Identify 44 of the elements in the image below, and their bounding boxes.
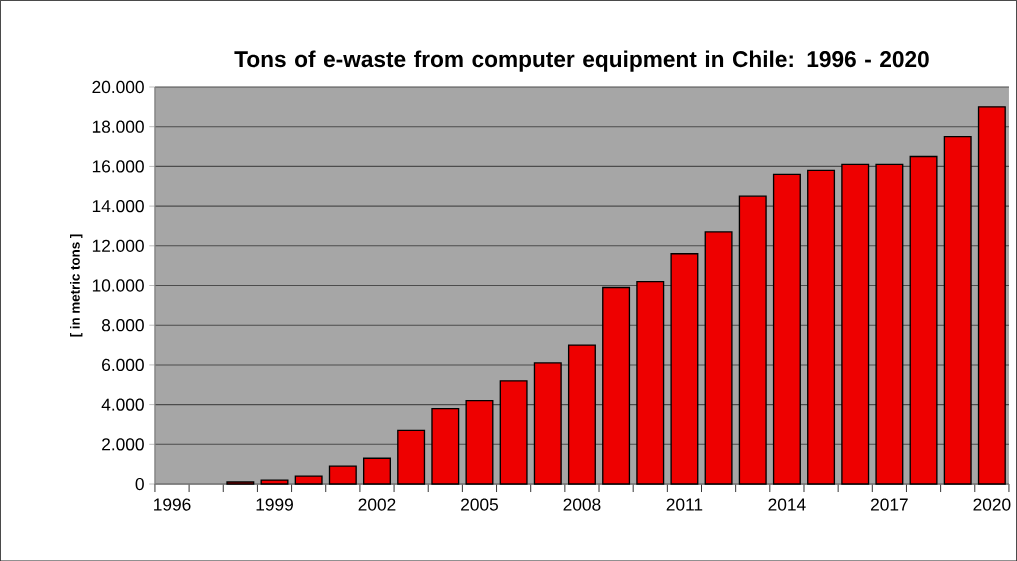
bar [670, 252, 699, 485]
y-tick-label: 0 [135, 477, 144, 490]
bar [772, 173, 801, 485]
y-tick-label: 16.000 [92, 160, 144, 173]
y-tick-label: 8.000 [101, 318, 144, 332]
x-tick-label: 2017 [871, 498, 908, 511]
bar [499, 379, 528, 485]
x-tick-label: 2011 [666, 498, 703, 511]
bar [397, 429, 426, 485]
bar [704, 231, 733, 485]
y-tick-label: 4.000 [101, 398, 144, 411]
y-tick-label: 2.000 [102, 438, 144, 451]
bar [602, 286, 631, 485]
bar [465, 399, 494, 485]
x-tick-label: 2014 [768, 498, 806, 511]
bar [294, 475, 323, 485]
bar [431, 407, 460, 485]
bar [636, 280, 665, 485]
x-tick-label: 2005 [461, 498, 498, 511]
y-tick-label: 20.000 [92, 80, 144, 93]
chart-title: Tons of e-waste from computer equipment in Chile: 1996 - 2020 [234, 50, 929, 72]
bar [943, 135, 972, 485]
bar [533, 362, 562, 485]
y-tick-label: 12.000 [92, 239, 144, 252]
bar [260, 479, 289, 485]
bar [567, 344, 596, 485]
bar [807, 169, 836, 485]
bar [328, 465, 357, 485]
y-axis-title: [ in metric tons ] [70, 234, 83, 337]
bar [977, 106, 1006, 485]
bar [841, 163, 870, 485]
y-tick-label: 18.000 [92, 120, 144, 133]
x-tick-label: 2002 [358, 498, 396, 511]
y-tick-label: 14.000 [92, 199, 144, 213]
bar [909, 155, 938, 485]
bar [738, 195, 767, 485]
x-tick-label: 1999 [256, 498, 293, 511]
bar [362, 457, 391, 485]
x-tick-label: 2008 [563, 498, 601, 511]
x-tick-label: 2020 [973, 498, 1011, 511]
y-tick-label: 10.000 [92, 279, 144, 292]
y-tick-label: 6.000 [102, 358, 144, 371]
bar [875, 163, 904, 485]
x-tick-label: 1996 [154, 498, 191, 511]
